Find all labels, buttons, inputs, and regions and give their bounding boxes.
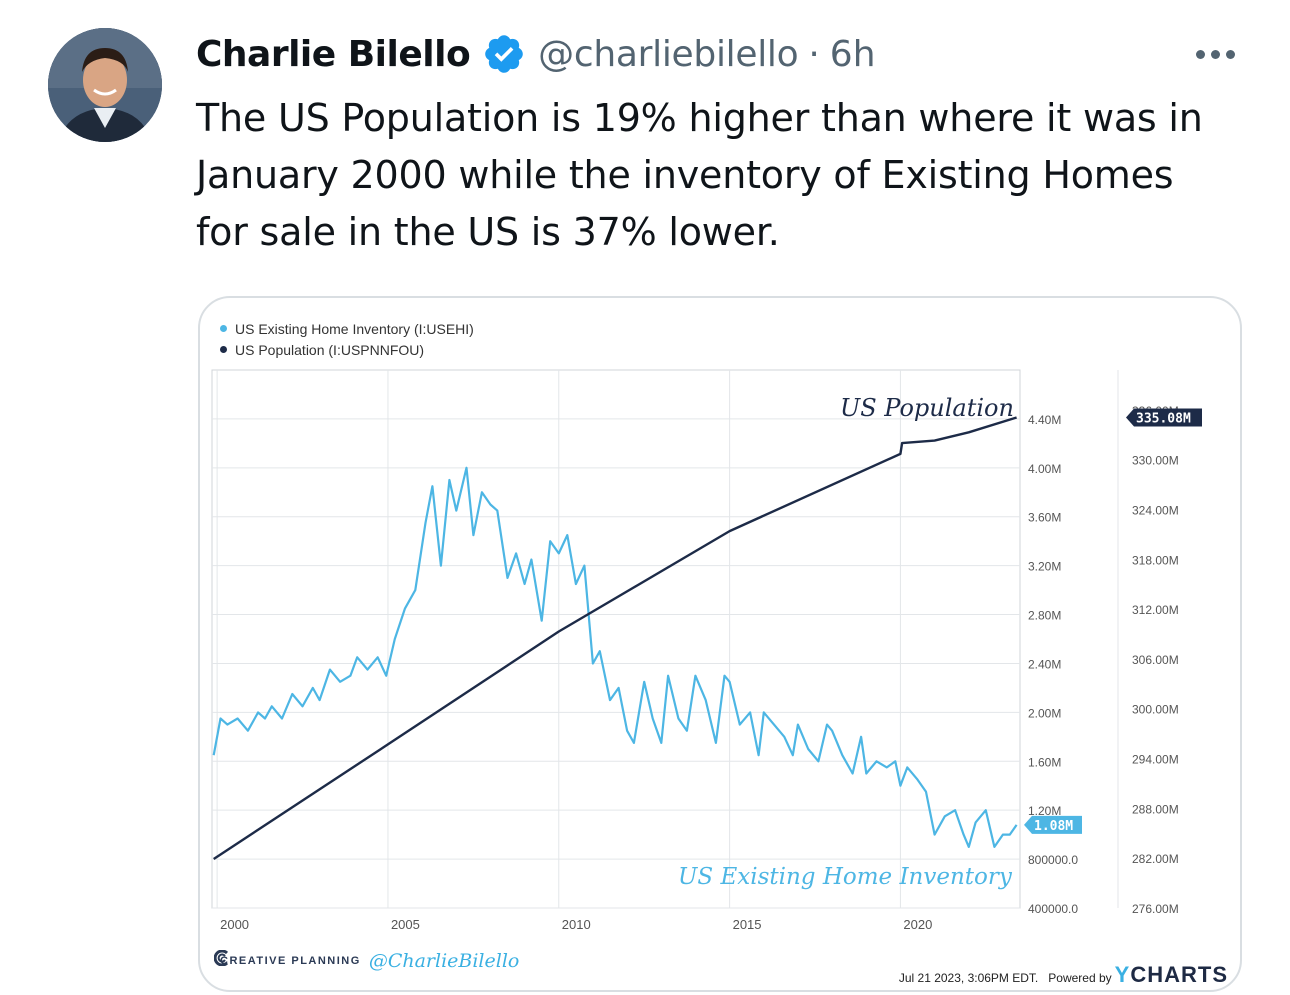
left-axis-tick-label: 3.60M [1028, 511, 1061, 525]
left-axis-tick-label: 400000.0 [1028, 902, 1078, 916]
ycharts-logo-text: CHARTS [1130, 962, 1228, 987]
annotation-inventory: US Existing Home Inventory [678, 864, 1013, 890]
legend-swatch-inventory [220, 325, 227, 332]
left-axis-tick-label: 3.20M [1028, 560, 1061, 574]
legend-swatch-population [220, 346, 227, 353]
chart-svg: 400000.0 800000.0 1.20M 1.60M 2.00M 2.40M 2.80… [211, 369, 1202, 932]
tweet-header: Charlie Bilello @charliebilello · 6h [196, 30, 876, 78]
ycharts-logo-y: Y [1114, 962, 1131, 987]
avatar-portrait [48, 28, 162, 142]
x-axis-tick-label: 2005 [391, 917, 420, 932]
tweet-media-chart[interactable]: 400000.0 800000.0 1.20M 1.60M 2.00M 2.40M 2.80… [198, 296, 1242, 992]
x-axis-tick-label: 2020 [903, 917, 932, 932]
author-avatar[interactable] [48, 28, 162, 142]
brand-name: CREATIVE PLANNING [220, 955, 361, 967]
tweet-text: The US Population is 19% higher than whe… [196, 96, 1203, 254]
plot-area [211, 369, 1021, 909]
right-axis-tick-label: 288.00M [1132, 802, 1179, 816]
right-axis-tick-label: 312.00M [1132, 603, 1179, 617]
last-value-tag-population [1126, 408, 1202, 427]
chart-footer-brand: CREATIVE PLANNING @CharlieBilello [214, 950, 519, 972]
legend-label-inventory: US Existing Home Inventory (I:USEHI) [235, 320, 474, 337]
legend-label-population: US Population (I:USPNNFOU) [235, 341, 425, 358]
last-value-label-inventory: 1.08M [1034, 819, 1073, 834]
legend-item-population: US Population (I:USPNNFOU) [220, 339, 474, 360]
right-axis-tick-label: 300.00M [1132, 703, 1179, 717]
last-value-label-population: 335.08M [1136, 411, 1191, 426]
brand-handle: @CharlieBilello [368, 950, 520, 972]
legend-item-inventory: US Existing Home Inventory (I:USEHI) [220, 318, 474, 339]
ycharts-logo: YCHARTS [1115, 962, 1228, 988]
author-handle[interactable]: @charliebilello [538, 33, 799, 75]
chart-footer-source: Jul 21 2023, 3:06PM EDT. Powered by YCHA… [899, 962, 1228, 988]
left-axis-tick-label: 1.20M [1028, 804, 1061, 818]
x-axis-tick-label: 2000 [220, 917, 249, 932]
annotation-population: US Population [840, 394, 1014, 422]
tweet-timestamp[interactable]: 6h [829, 33, 876, 75]
left-axis-tick-label: 2.00M [1028, 706, 1061, 720]
left-axis-tick-label: 800000.0 [1028, 853, 1078, 867]
right-axis-tick-label: 324.00M [1132, 503, 1179, 517]
chart-legend: US Existing Home Inventory (I:USEHI) US … [220, 318, 474, 360]
left-axis-tick-label: 4.40M [1028, 413, 1061, 427]
creative-planning-logo-icon [214, 950, 229, 966]
powered-by-label: Powered by [1048, 971, 1112, 985]
last-value-tag-inventory [1024, 815, 1082, 834]
x-axis-tick-label: 2015 [733, 917, 762, 932]
x-axis-tick-label: 2010 [562, 917, 591, 932]
left-axis-tick-label: 1.60M [1028, 755, 1061, 769]
more-dot [1196, 49, 1205, 59]
series-line-population [213, 416, 1017, 861]
header-separator: · [808, 33, 820, 75]
left-axis-tick-label: 2.40M [1028, 657, 1061, 671]
chart-date: Jul 21 2023, 3:06PM EDT. [898, 971, 1039, 985]
right-axis-tick-label: 294.00M [1132, 753, 1179, 767]
right-axis-tick-label: 282.00M [1132, 852, 1179, 866]
more-options-icon[interactable] [1196, 44, 1240, 64]
left-axis-tick-label: 4.00M [1028, 462, 1061, 476]
verified-badge-icon [485, 35, 523, 73]
series-line-inventory [212, 466, 1018, 849]
more-dot [1211, 49, 1220, 59]
right-axis-tick-label: 330.00M [1132, 454, 1179, 468]
author-name[interactable]: Charlie Bilello [196, 33, 471, 75]
right-axis-tick-label: 276.00M [1132, 902, 1179, 916]
right-axis-tick-label: 318.00M [1132, 553, 1179, 567]
left-axis-tick-label: 2.80M [1028, 609, 1061, 623]
right-axis-tick-label: 306.00M [1132, 653, 1179, 667]
more-dot [1226, 49, 1235, 59]
